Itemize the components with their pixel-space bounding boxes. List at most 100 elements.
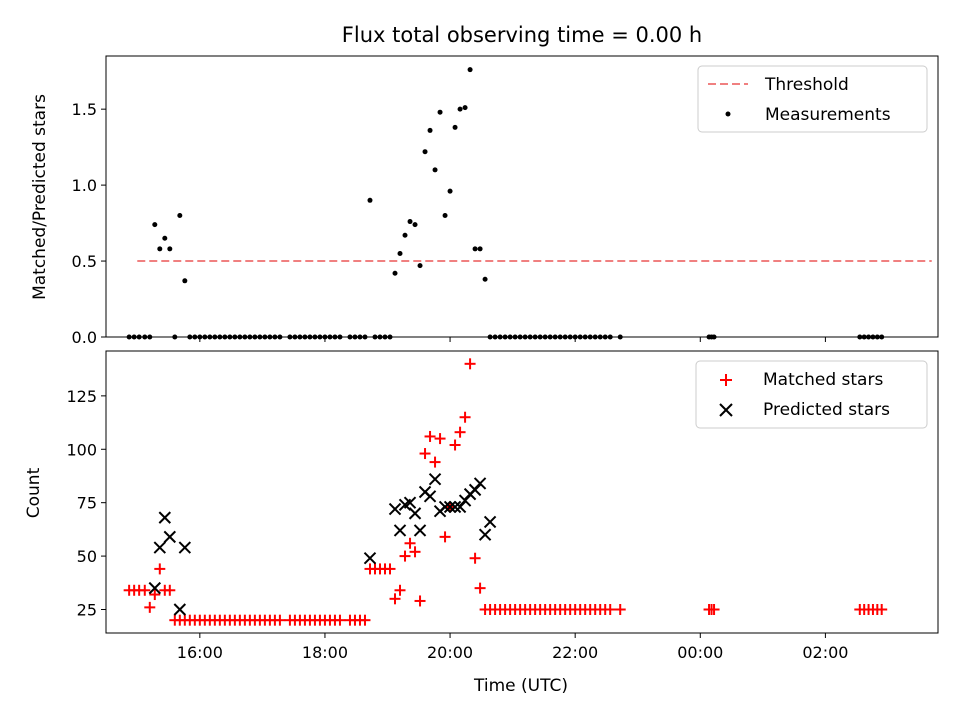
measurement-point bbox=[392, 270, 398, 276]
x-tick-label: 00:00 bbox=[677, 643, 723, 662]
matched-point bbox=[434, 433, 446, 445]
matched-point bbox=[384, 563, 396, 575]
measurement-point bbox=[447, 188, 453, 194]
matched-point bbox=[474, 582, 486, 594]
x-tick-label: 16:00 bbox=[177, 643, 223, 662]
matched-point bbox=[164, 584, 176, 596]
y-tick-label: 50 bbox=[77, 547, 97, 566]
matched-point bbox=[459, 411, 471, 423]
predicted-point bbox=[438, 500, 452, 514]
measurement-point bbox=[482, 276, 488, 282]
matched-point bbox=[359, 614, 371, 626]
count-series bbox=[123, 358, 888, 626]
matched-point bbox=[454, 426, 466, 438]
predicted-point bbox=[173, 603, 187, 616]
predicted-point bbox=[443, 500, 457, 514]
matched-point bbox=[274, 614, 286, 626]
predicted-point bbox=[408, 507, 422, 520]
measurement-point bbox=[427, 127, 433, 133]
measurement-point bbox=[167, 246, 173, 252]
matched-point bbox=[429, 456, 441, 468]
matched-point bbox=[464, 358, 476, 370]
matched-point bbox=[394, 584, 406, 596]
ratio-y-axis-label: Matched/Predicted stars bbox=[30, 94, 50, 300]
measurement-point bbox=[442, 212, 448, 218]
measurement-point bbox=[417, 263, 423, 269]
matched-point bbox=[419, 448, 431, 460]
legend-predicted-swatch bbox=[719, 403, 733, 417]
count-legend-box bbox=[695, 360, 928, 429]
matched-point bbox=[469, 552, 481, 564]
measurement-point bbox=[182, 278, 188, 284]
count-ticks: 25 50 75 100 125 16:00 18:00 20:00 22:00 00:00 02:… bbox=[66, 387, 848, 662]
measurement-point bbox=[177, 212, 183, 218]
count-legend: Matched stars Predicted stars bbox=[695, 360, 928, 429]
matched-point bbox=[708, 604, 720, 615]
measurement-point bbox=[457, 106, 463, 112]
predicted-point bbox=[163, 530, 177, 544]
predicted-point bbox=[393, 524, 407, 537]
legend-measurements-swatch bbox=[725, 111, 731, 117]
measurement-point bbox=[367, 197, 373, 203]
matched-point bbox=[876, 604, 888, 615]
measurement-point bbox=[402, 232, 408, 238]
ratio-ticks: 0.0 0.5 1.0 1.5 bbox=[72, 100, 826, 347]
matched-point bbox=[404, 537, 416, 549]
predicted-point bbox=[148, 581, 162, 595]
y-tick-label: 0.0 bbox=[72, 328, 97, 347]
y-tick-label: 0.5 bbox=[72, 252, 97, 271]
y-tick-label: 75 bbox=[77, 494, 97, 513]
x-axis-label: Time (UTC) bbox=[473, 676, 568, 696]
x-tick-label: 02:00 bbox=[802, 643, 848, 662]
measurement-point bbox=[422, 149, 428, 155]
matched-point bbox=[149, 589, 161, 601]
ratio-axes-frame bbox=[105, 55, 939, 338]
predicted-point bbox=[423, 490, 437, 503]
measurement-point bbox=[477, 246, 483, 252]
legend-predicted-label: Predicted stars bbox=[763, 400, 890, 420]
matched-point bbox=[389, 593, 401, 605]
measurement-point bbox=[472, 246, 478, 252]
measurement-point bbox=[157, 246, 163, 252]
measurement-point bbox=[152, 222, 158, 228]
matched-point bbox=[409, 546, 421, 558]
y-tick-label: 1.0 bbox=[72, 176, 97, 195]
predicted-point bbox=[153, 541, 167, 554]
predicted-point bbox=[428, 472, 442, 486]
matched-point bbox=[154, 563, 166, 575]
measurement-point bbox=[462, 105, 468, 111]
legend-matched-label: Matched stars bbox=[763, 370, 883, 390]
measurement-point bbox=[407, 219, 413, 225]
legend-threshold-label: Threshold bbox=[764, 75, 849, 95]
measurement-point bbox=[452, 124, 458, 130]
predicted-point bbox=[403, 496, 417, 509]
matched-point bbox=[334, 614, 346, 626]
ratio-series bbox=[126, 67, 932, 340]
ratio-panel: Flux total observing time = 0.00 h Match… bbox=[30, 23, 939, 347]
y-tick-label: 100 bbox=[66, 440, 97, 459]
matched-point bbox=[424, 430, 436, 442]
predicted-point bbox=[363, 552, 377, 565]
measurement-point bbox=[432, 167, 438, 173]
measurement-point bbox=[162, 235, 168, 241]
chart-title: Flux total observing time = 0.00 h bbox=[342, 23, 702, 47]
measurement-point bbox=[412, 222, 418, 228]
matched-point bbox=[144, 601, 156, 613]
predicted-point bbox=[483, 515, 497, 529]
predicted-point bbox=[178, 541, 192, 554]
predicted-point bbox=[478, 528, 492, 541]
matched-point bbox=[139, 584, 151, 596]
matched-point bbox=[604, 604, 616, 615]
matched-point bbox=[449, 439, 461, 451]
predicted-point bbox=[473, 477, 487, 490]
ratio-legend: Threshold Measurements bbox=[697, 65, 928, 133]
matched-point bbox=[414, 595, 426, 607]
matched-point bbox=[614, 604, 626, 615]
x-tick-label: 18:00 bbox=[302, 643, 348, 662]
predicted-point bbox=[448, 500, 462, 514]
x-tick-label: 22:00 bbox=[552, 643, 598, 662]
count-y-axis-label: Count bbox=[24, 467, 44, 518]
x-tick-label: 20:00 bbox=[427, 643, 473, 662]
